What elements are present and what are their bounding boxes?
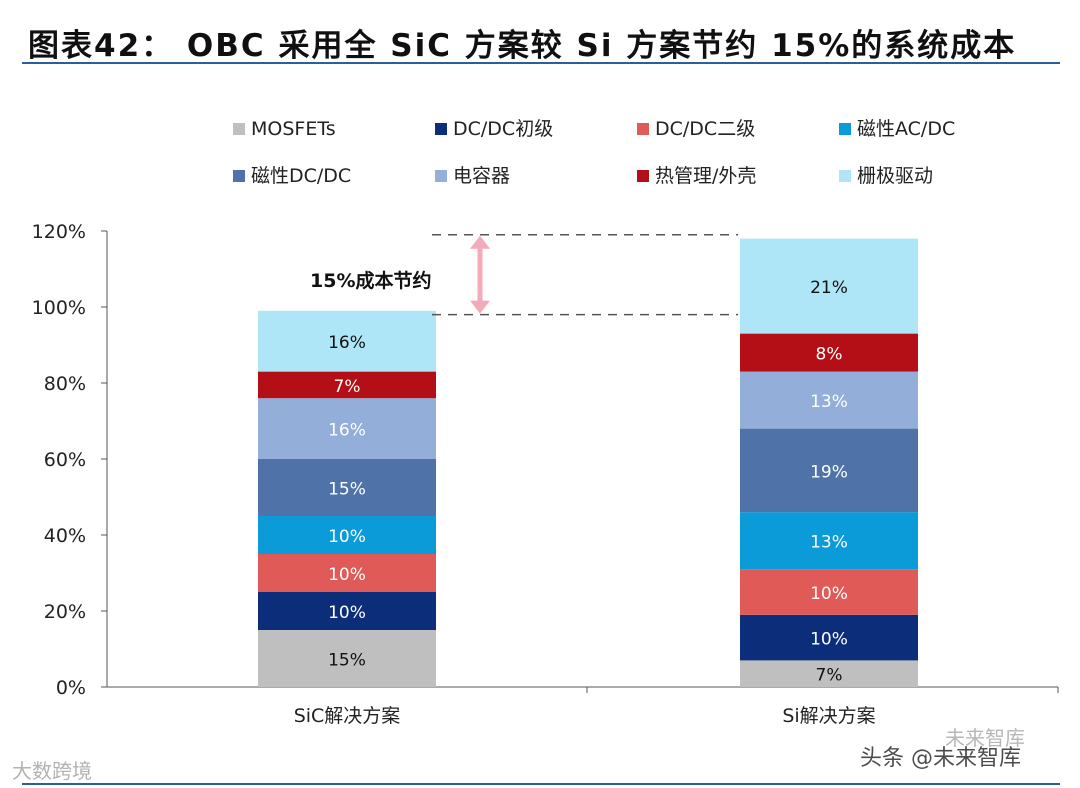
y-tick-label: 60% [44, 449, 86, 471]
legend-label: 磁性AC/DC [857, 118, 955, 140]
legend-label: 电容器 [453, 165, 510, 187]
bar-value-label: 10% [810, 584, 848, 604]
legend-swatch [435, 170, 447, 182]
bar-segment [740, 333, 918, 372]
legend-swatch [233, 123, 245, 135]
bar-segment [740, 428, 918, 513]
bar-labels: 15% 10% 10% 10% 15% 16% 7% 16% 7% 10% 10% 13% 19% 13%… [328, 278, 848, 686]
bar-value-label: 15% [328, 480, 366, 500]
legend-label: DC/DC二级 [655, 118, 755, 140]
y-tick-label: 20% [44, 601, 86, 623]
bar-value-label: 7% [334, 377, 361, 397]
legend-label: 栅极驱动 [857, 165, 933, 187]
legend-swatch [435, 123, 447, 135]
legend-swatch [839, 123, 851, 135]
bar-value-label: 13% [810, 392, 848, 412]
bar-segment [258, 371, 436, 399]
bar-value-label: 10% [810, 630, 848, 650]
watermark-left: 大数跨境 [12, 759, 92, 783]
chart-title: 图表42： OBC 采用全 SiC 方案较 Si 方案节约 15%的系统成本 [28, 28, 1017, 64]
bar-segment [258, 516, 436, 554]
bar-segment [258, 459, 436, 516]
savings-annotation-label: 15%成本节约 [310, 269, 431, 292]
legend-label: MOSFETs [251, 118, 336, 140]
legend-swatch [233, 170, 245, 182]
legend-label: 磁性DC/DC [251, 165, 351, 187]
legend-swatch [637, 170, 649, 182]
bar-value-label: 15% [328, 651, 366, 671]
bar-segment [258, 592, 436, 630]
watermark-right: 头条 @未来智库 [860, 746, 1021, 771]
bar-segment [740, 371, 918, 429]
legend: MOSFETs DC/DC初级 DC/DC二级 磁性AC/DC 磁性DC/DC 电容器 热管… [233, 118, 955, 187]
bar-value-label: 10% [328, 565, 366, 585]
bar-segment [258, 554, 436, 592]
bottom-divider [22, 783, 1060, 785]
watermark-right-top: 未来智库 [945, 726, 1025, 750]
y-tick-label: 40% [44, 525, 86, 547]
bar-segment [740, 660, 918, 687]
savings-arrow-head-down [470, 300, 490, 314]
bar-value-label: 13% [810, 533, 848, 553]
bar-value-label: 7% [816, 666, 843, 686]
bar-value-label: 10% [328, 527, 366, 547]
legend-label: DC/DC初级 [453, 118, 553, 140]
bar-segment [740, 512, 918, 570]
bar-value-label: 19% [810, 462, 848, 482]
savings-arrow-head-up [470, 235, 490, 249]
bar-value-label: 16% [328, 333, 366, 353]
bar-segment [740, 614, 918, 661]
title-divider [22, 62, 1060, 64]
y-tick-label: 80% [44, 373, 86, 395]
legend-swatch [637, 123, 649, 135]
x-tick-label: SiC解决方案 [294, 705, 401, 727]
bar-value-label: 8% [816, 345, 843, 365]
x-tick-label: Si解决方案 [782, 705, 875, 727]
bar-segment [740, 569, 918, 615]
bar-segment [258, 310, 436, 372]
legend-label: 热管理/外壳 [655, 165, 756, 187]
bar-segment [258, 630, 436, 687]
y-tick-label: 100% [32, 297, 86, 319]
bar-value-label: 16% [328, 421, 366, 441]
savings-annotation: 15%成本节约 [310, 234, 738, 316]
bar-segment [258, 398, 436, 459]
bar-value-label: 10% [328, 603, 366, 623]
legend-swatch [839, 170, 851, 182]
bar-segment [740, 238, 918, 334]
y-tick-label: 0% [56, 677, 86, 699]
bar-value-label: 21% [810, 278, 848, 298]
y-tick-label: 120% [32, 221, 86, 243]
bars [258, 238, 918, 687]
